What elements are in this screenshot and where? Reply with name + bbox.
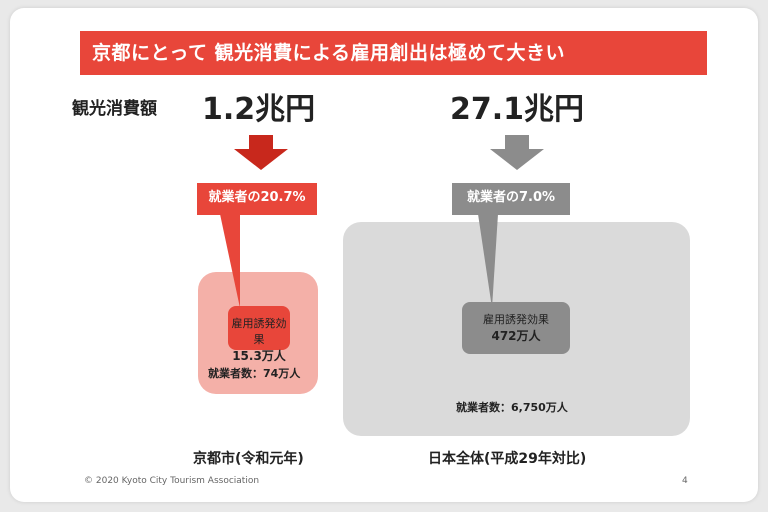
slide-title: 京都にとって 観光消費による雇用創出は極めて大きい xyxy=(80,31,707,75)
kyoto-down-arrow-icon xyxy=(234,135,288,170)
tourism-spending-label: 観光消費額 xyxy=(72,99,157,119)
kyoto-workers: 就業者数：74万人 xyxy=(208,367,301,380)
japan-caption: 日本全体(平成29年対比) xyxy=(428,451,587,467)
slide: 京都にとって 観光消費による雇用創出は極めて大きい 観光消費額 1.2兆円 27… xyxy=(10,8,758,502)
japan-amount: 27.1兆円 xyxy=(450,92,585,127)
japan-callout: 就業者の7.0% xyxy=(452,183,570,215)
japan-effect-value: 472万人 xyxy=(491,329,541,343)
callout-pointers xyxy=(220,214,498,308)
kyoto-effect-label: 雇用誘発効果 xyxy=(231,317,287,346)
copyright: © 2020 Kyoto City Tourism Association xyxy=(84,476,260,486)
kyoto-amount: 1.2兆円 xyxy=(202,92,316,127)
kyoto-callout: 就業者の20.7% xyxy=(197,183,317,215)
kyoto-caption: 京都市(令和元年) xyxy=(193,451,304,467)
kyoto-effect-box: 雇用誘発効果 15.3万人 xyxy=(228,306,290,363)
kyoto-effect-value: 15.3万人 xyxy=(232,349,286,363)
japan-workers: 就業者数：6,750万人 xyxy=(456,401,568,414)
page-number: 4 xyxy=(682,476,688,486)
japan-down-arrow-icon xyxy=(490,135,544,170)
japan-effect-label: 雇用誘発効果 xyxy=(483,313,549,326)
japan-effect-box: 雇用誘発効果 472万人 xyxy=(462,302,570,354)
